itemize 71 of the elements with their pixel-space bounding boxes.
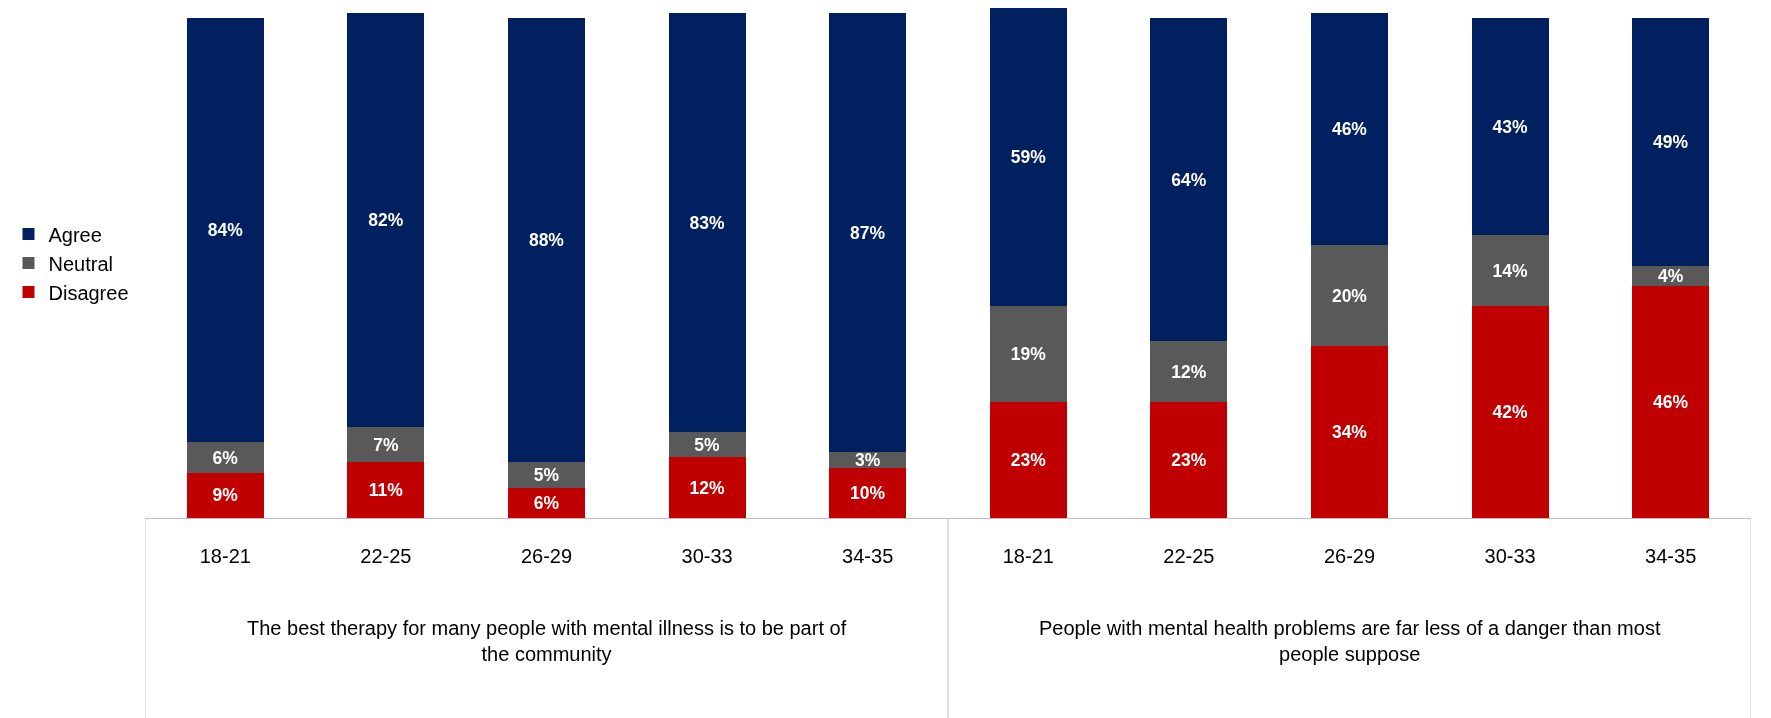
data-label: 6%	[533, 492, 560, 513]
data-label: 64%	[1171, 169, 1207, 190]
bar	[829, 467, 907, 518]
data-label: 88%	[528, 230, 565, 251]
legend-label: Agree	[48, 223, 102, 246]
data-label: 14%	[1492, 260, 1528, 281]
bar	[507, 18, 586, 463]
data-label: 3%	[854, 450, 881, 471]
x-tick-label: 26-29	[520, 545, 573, 567]
data-label: 59%	[1010, 147, 1047, 168]
data-label: 83%	[689, 212, 725, 233]
bar	[1632, 285, 1710, 518]
text: People with mental health problems are far less of a danger than most people suppose	[1039, 617, 1661, 665]
x-tick-label: 34-35	[1645, 545, 1697, 567]
bar	[1471, 305, 1549, 518]
data-label: 49%	[1653, 131, 1689, 152]
bar	[1471, 235, 1549, 306]
text: The best therapy for many people with mental illness is to be part of the community	[247, 617, 847, 665]
data-label: 82%	[368, 210, 404, 231]
x-tick-label: 34-35	[842, 545, 894, 567]
data-label: 4%	[1657, 265, 1684, 286]
bar	[989, 305, 1067, 402]
data-label: 42%	[1492, 402, 1528, 423]
bar	[1150, 18, 1228, 342]
legend-label: Disagree	[48, 281, 129, 304]
data-label: 12%	[689, 477, 725, 498]
bar	[989, 8, 1067, 306]
bar	[1310, 13, 1389, 246]
data-label: 19%	[1010, 344, 1047, 365]
bar	[186, 472, 264, 518]
bar	[668, 457, 746, 518]
data-label: 23%	[1171, 450, 1207, 471]
x-tick-label: 18-21	[1002, 545, 1054, 567]
data-label: 11%	[368, 480, 404, 501]
x-tick-label: 22-25	[1163, 545, 1215, 567]
bar	[347, 13, 425, 428]
bar	[186, 18, 264, 443]
x-tick-label: 26-29	[1323, 545, 1376, 567]
bar	[507, 462, 586, 488]
data-label: 6%	[212, 447, 239, 468]
x-tick-label: 22-25	[360, 545, 412, 567]
bar	[347, 462, 425, 518]
data-label: 23%	[1010, 450, 1047, 471]
bar	[668, 13, 746, 433]
data-label: 5%	[533, 465, 560, 486]
legend-label: Neutral	[48, 252, 113, 275]
data-label: 46%	[1653, 391, 1689, 412]
data-label: 12%	[1171, 361, 1207, 382]
x-tick-label: 30-33	[681, 545, 733, 567]
data-label: 34%	[1331, 422, 1368, 443]
bar	[1471, 18, 1549, 236]
bar	[829, 13, 907, 453]
bar	[1310, 346, 1389, 518]
data-label: 9%	[212, 485, 239, 506]
data-label: 84%	[207, 220, 244, 241]
bar	[1150, 401, 1228, 518]
data-label: 20%	[1331, 285, 1368, 306]
data-label: 43%	[1492, 116, 1528, 137]
x-tick-label: 30-33	[1484, 545, 1536, 567]
bar	[1150, 341, 1228, 402]
data-label: 46%	[1331, 119, 1368, 140]
data-label: 87%	[850, 222, 886, 243]
bar	[1310, 245, 1389, 347]
bar	[186, 442, 264, 473]
data-label: 7%	[373, 434, 399, 455]
bar	[347, 427, 425, 463]
bar	[1632, 18, 1710, 266]
data-label: 5%	[694, 434, 721, 455]
data-label: 10%	[850, 482, 886, 503]
x-tick-label: 18-21	[199, 545, 251, 567]
bar	[989, 401, 1067, 518]
